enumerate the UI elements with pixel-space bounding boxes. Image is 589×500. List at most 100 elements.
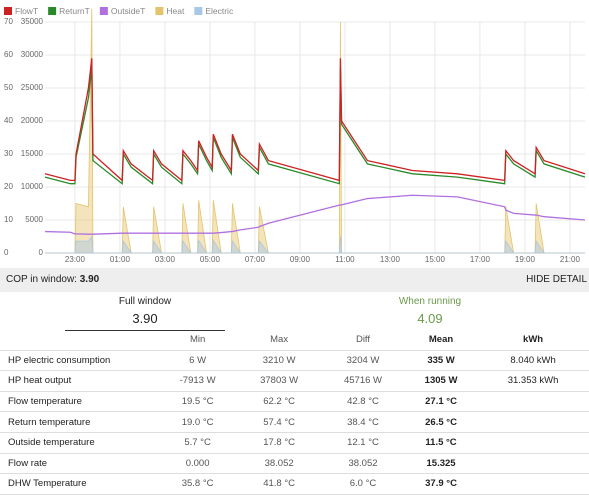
area — [45, 235, 585, 254]
table-cell: HP heat output — [0, 370, 158, 392]
x-tick-label: 17:00 — [470, 255, 491, 264]
table-cell: 57.4 °C — [237, 411, 322, 433]
table-cell: 5.7 °C — [158, 432, 238, 454]
legend-label: Heat — [166, 6, 185, 16]
x-tick-label: 21:00 — [560, 255, 581, 264]
table-cell: Return temperature — [0, 411, 158, 433]
table-cell: 12.1 °C — [321, 432, 405, 454]
header-cell: Diff — [321, 330, 405, 351]
table-cell: 38.4 °C — [321, 411, 405, 433]
table-cell: 0.000 — [158, 453, 238, 475]
table-cell: HP electric consumption — [0, 350, 158, 372]
table-cell: 19.5 °C — [158, 391, 238, 413]
x-tick-label: 23:00 — [65, 255, 86, 264]
table-row: Flow rate 0.000 38.052 38.052 15.325 — [0, 453, 589, 475]
y-tick-label: 10 — [4, 215, 13, 224]
y-tick-label: 40 — [4, 116, 13, 125]
table-row: Return temperature 19.0 °C 57.4 °C 38.4 °C 2… — [0, 411, 589, 433]
header-cell: Mean — [404, 330, 478, 351]
legend: FlowT ReturnT OutsideT Heat Electric — [4, 6, 234, 16]
table-cell — [477, 453, 589, 475]
x-tick-label: 01:00 — [110, 255, 131, 264]
table-cell — [477, 411, 589, 433]
table-cell: -7913 W — [158, 370, 238, 392]
table-cell: 42.8 °C — [321, 391, 405, 413]
header-cell: Max — [237, 330, 322, 351]
x-tick-label: 13:00 — [380, 255, 401, 264]
table-cell: 11.5 °C — [404, 432, 478, 454]
table-cell: Flow temperature — [0, 391, 158, 413]
hide-detail[interactable]: HIDE DETAIL — [526, 274, 587, 285]
x-tick-label: 15:00 — [425, 255, 446, 264]
table-cell: 3210 W — [237, 350, 322, 372]
value: 4.09 — [417, 311, 443, 326]
table-row: HP heat output -7913 W 37803 W 45716 W 1305 … — [0, 370, 589, 392]
table-cell: 38.052 — [321, 453, 405, 475]
y2-tick-label: 25000 — [21, 83, 44, 92]
line — [44, 194, 586, 235]
x-tick-label: 03:00 — [155, 255, 176, 264]
table-cell — [477, 473, 589, 495]
value: 3.90 — [132, 311, 158, 326]
x-tick-label: 11:00 — [335, 255, 355, 264]
table-cell: 41.8 °C — [237, 473, 322, 495]
y-tick-label: 0 — [4, 248, 9, 257]
y-tick-label: 50 — [4, 83, 13, 92]
when-running[interactable]: When running 4.09 — [340, 296, 520, 326]
x-tick-label: 19:00 — [515, 255, 536, 264]
header-cell: kWh — [477, 330, 589, 351]
table-row: DHW Temperature 35.8 °C 41.8 °C 6.0 °C 37.9 … — [0, 473, 589, 495]
cop-label: COP in window: — [6, 274, 77, 285]
y2-tick-label: 15000 — [21, 149, 44, 158]
table-cell: Outside temperature — [0, 432, 158, 454]
area — [45, 8, 585, 254]
table-cell: Flow rate — [0, 453, 158, 475]
legend-swatch — [4, 7, 12, 15]
table-cell: 38.052 — [237, 453, 322, 475]
x-tick-label: 05:00 — [200, 255, 221, 264]
y2-tick-label: 20000 — [21, 116, 44, 125]
table-cell: 6.0 °C — [321, 473, 405, 495]
table-cell: 19.0 °C — [158, 411, 238, 433]
table-cell: 27.1 °C — [404, 391, 478, 413]
y2-tick-label: 35000 — [21, 17, 44, 26]
table-cell: 35.8 °C — [158, 473, 238, 495]
table-cell: 335 W — [404, 350, 478, 372]
table-cell: 31.353 kWh — [477, 370, 589, 392]
legend-label: ReturnT — [59, 6, 90, 16]
table-cell: 26.5 °C — [404, 411, 478, 433]
y2-tick-label: 0 — [39, 248, 44, 257]
caption: When running — [398, 296, 462, 307]
chart: 0 10 20 30 40 50 60 70 0 5000 10000 15000 20000 25000… — [4, 6, 586, 264]
y2-tick-label: 10000 — [21, 182, 44, 191]
table-cell: DHW Temperature — [0, 473, 158, 495]
cop-text: COP in window: 3.90 — [6, 268, 99, 292]
legend-swatch — [48, 7, 57, 15]
y2-tick-label: 30000 — [21, 50, 44, 59]
header-cell — [0, 330, 158, 351]
caption: Full window — [118, 296, 172, 307]
table-cell: 62.2 °C — [237, 391, 322, 413]
table-cell: 45716 W — [321, 370, 405, 392]
y2-tick-label: 5000 — [25, 215, 43, 224]
legend-swatch — [194, 7, 203, 15]
table-row: HP electric consumption 6 W 3210 W 3204 W 33… — [0, 350, 589, 372]
table-row: Outside temperature 5.7 °C 17.8 °C 12.1 °C 1… — [0, 432, 589, 454]
line — [44, 58, 586, 182]
full-window[interactable]: Full window 3.90 — [55, 296, 235, 331]
legend-swatch — [99, 7, 108, 15]
table-cell: 17.8 °C — [237, 432, 322, 454]
y-tick-label: 60 — [4, 50, 13, 59]
stats-table: Min Max Diff Mean kWh HP electric consumption… — [0, 330, 589, 495]
cop-value: 3.90 — [79, 274, 100, 285]
table-cell — [477, 391, 589, 413]
table-cell: 15.325 — [404, 453, 478, 475]
table-cell: 3204 W — [321, 350, 405, 372]
legend-label: FlowT — [15, 6, 38, 16]
legend-label: OutsideT — [111, 6, 146, 16]
y-tick-label: 20 — [4, 182, 13, 191]
cop-bar: COP in window: 3.90 HIDE DETAIL — [0, 268, 589, 292]
table-cell — [477, 432, 589, 454]
table-row: Flow temperature 19.5 °C 62.2 °C 42.8 °C 27.… — [0, 391, 589, 413]
